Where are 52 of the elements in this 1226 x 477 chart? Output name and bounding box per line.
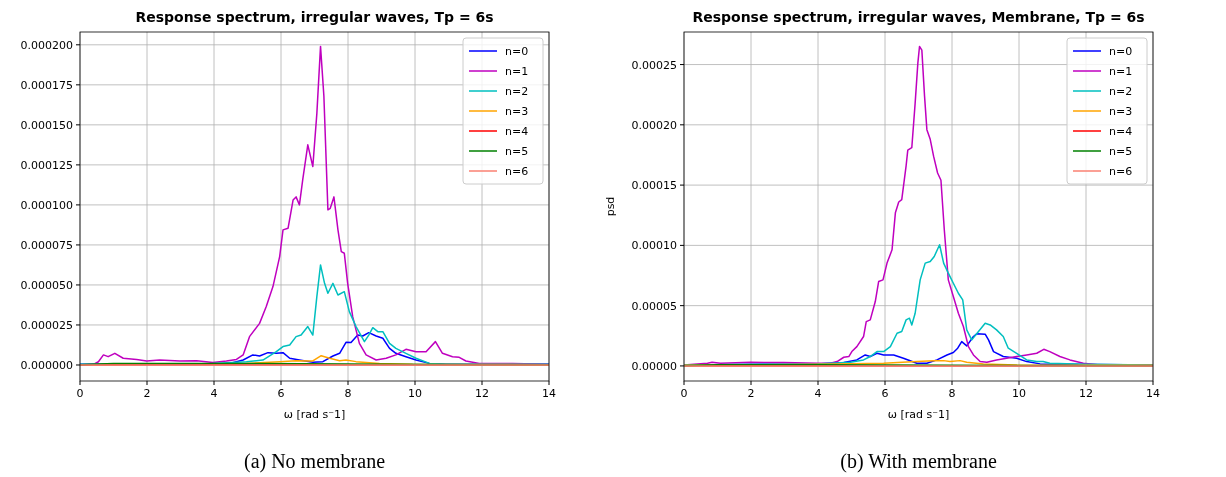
x-tick-label: 4: [210, 387, 218, 400]
x-tick-label: 6: [277, 387, 285, 400]
x-tick-label: 0: [76, 387, 84, 400]
x-tick-label: 8: [948, 387, 956, 400]
legend-label: n=4: [505, 125, 529, 138]
text: (b) With membrane: [840, 450, 997, 473]
x-axis-title: ω [rad s⁻1]: [283, 408, 346, 421]
legend-label: n=2: [505, 85, 529, 98]
y-tick-label: 0.00010: [631, 239, 677, 253]
chart-title: Response spectrum, irregular waves, Tp = 6s: [135, 9, 494, 25]
legend-label: n=1: [505, 65, 529, 78]
legend-label: n=3: [505, 105, 529, 118]
chart-title: Response spectrum, irregular waves, Membrane, Tp = 6s: [692, 9, 1145, 25]
y-tick-label: 0.000075: [20, 238, 73, 252]
x-tick-label: 6: [881, 387, 889, 400]
y-tick-label: 0.000175: [20, 78, 73, 92]
y-tick-label: 0.000025: [20, 318, 73, 332]
x-tick-label: 4: [814, 387, 822, 400]
legend-label: n=5: [505, 145, 529, 158]
legend-label: n=4: [1109, 125, 1133, 138]
x-tick-label: 0: [680, 387, 688, 400]
legend-label: n=6: [505, 165, 529, 178]
x-tick-label: 14: [1146, 387, 1160, 400]
legend-label: n=6: [1109, 165, 1133, 178]
y-tick-label: 0.00025: [631, 58, 677, 72]
y-tick-label: 0.00020: [631, 118, 677, 132]
x-tick-label: 10: [408, 387, 422, 400]
y-axis-title: psd: [604, 196, 617, 217]
x-axis-title: ω [rad s⁻1]: [887, 408, 950, 421]
x-tick-label: 2: [143, 387, 151, 400]
y-tick-label: 0.00005: [631, 299, 677, 313]
y-tick-label: 0.000150: [20, 118, 73, 132]
legend-label: n=0: [505, 45, 529, 58]
y-tick-label: 0.000200: [20, 38, 73, 52]
x-tick-label: 14: [542, 387, 556, 400]
y-tick-label: 0.000050: [20, 278, 73, 292]
y-tick-label: 0.00000: [631, 359, 677, 373]
x-tick-label: 12: [475, 387, 489, 400]
x-tick-label: 8: [344, 387, 352, 400]
legend-label: n=0: [1109, 45, 1133, 58]
x-tick-label: 10: [1012, 387, 1026, 400]
y-tick-label: 0.000100: [20, 198, 73, 212]
x-tick-label: 12: [1079, 387, 1093, 400]
x-tick-label: 2: [747, 387, 755, 400]
legend-label: n=2: [1109, 85, 1133, 98]
legend-label: n=1: [1109, 65, 1133, 78]
legend-label: n=3: [1109, 105, 1133, 118]
legend-label: n=5: [1109, 145, 1133, 158]
y-tick-label: 0.000000: [20, 358, 73, 372]
text: (a) No membrane: [243, 450, 386, 473]
y-tick-label: 0.000125: [20, 158, 73, 172]
y-tick-label: 0.00015: [631, 179, 677, 193]
